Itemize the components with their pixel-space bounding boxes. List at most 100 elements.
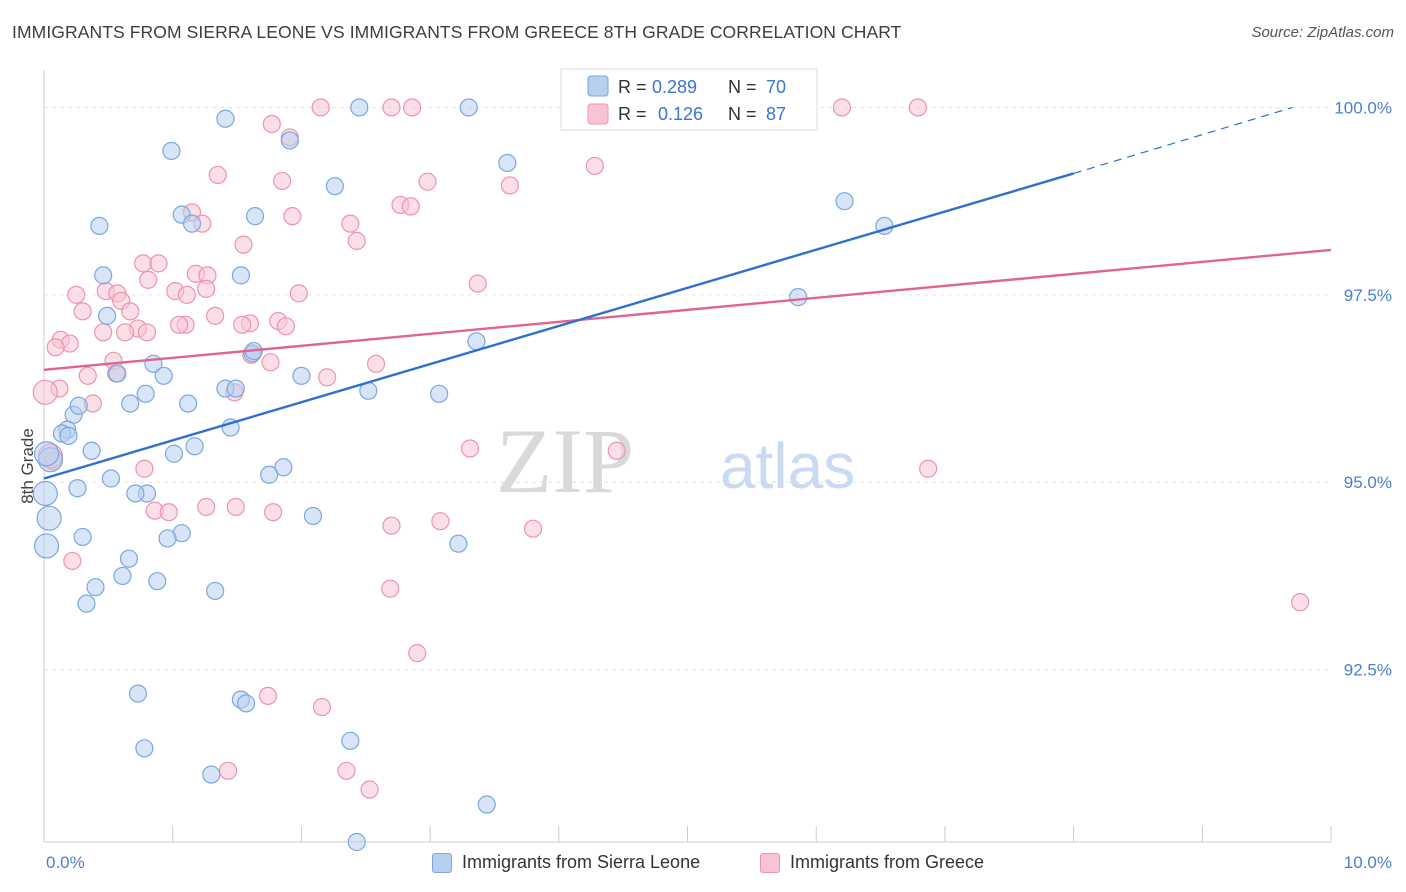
point-greece [460, 439, 480, 458]
point-greece [226, 497, 245, 517]
point-sierra-leone [32, 480, 58, 507]
point-sierra-leone [97, 306, 117, 325]
point-sierra-leone [182, 214, 202, 233]
x-tick-label-max: 10.0% [1344, 853, 1392, 872]
point-sierra-leone [101, 469, 121, 488]
point-greece [234, 235, 253, 254]
point-greece [431, 512, 450, 531]
point-greece [318, 368, 337, 387]
point-greece [139, 270, 158, 289]
point-greece [258, 686, 278, 705]
point-greece [67, 285, 86, 304]
point-greece [63, 551, 82, 571]
legend-n-value-1: 70 [766, 77, 786, 97]
point-sierra-leone [82, 441, 101, 460]
point-sierra-leone [231, 266, 251, 285]
point-sierra-leone [33, 441, 60, 467]
point-sierra-leone [350, 98, 369, 117]
point-sierra-leone [121, 394, 140, 413]
point-sierra-leone [835, 192, 854, 211]
point-greece [382, 98, 401, 117]
point-sierra-leone [347, 832, 366, 852]
point-sierra-leone [77, 594, 96, 613]
point-greece [159, 503, 178, 522]
point-greece [233, 315, 252, 334]
point-sierra-leone [33, 533, 60, 559]
y-tick-label: 92.5% [1344, 661, 1392, 680]
point-sierra-leone [108, 364, 127, 383]
point-greece [585, 156, 604, 176]
legend-swatch-sierra-leone [587, 75, 609, 97]
y-axis-label: 8th Grade [18, 428, 37, 504]
trend-line-sierra-leone [43, 172, 1074, 480]
point-greece [401, 197, 420, 216]
point-greece [121, 302, 140, 321]
point-greece [283, 207, 302, 226]
point-greece [337, 761, 356, 780]
legend-swatch-sierra-leone-bottom [432, 852, 452, 873]
point-greece [523, 519, 543, 538]
legend-n-label-2: N = [728, 104, 757, 124]
point-sierra-leone [430, 384, 449, 403]
point-greece [170, 315, 189, 334]
point-sierra-leone [236, 694, 256, 713]
point-greece [832, 98, 852, 117]
point-greece [468, 274, 487, 293]
point-sierra-leone [162, 141, 181, 161]
source-credit: Source: ZipAtlas.com [1251, 24, 1394, 41]
point-sierra-leone [292, 366, 311, 385]
point-greece [289, 284, 308, 303]
point-sierra-leone [303, 506, 323, 526]
point-sierra-leone [789, 288, 808, 307]
point-sierra-leone [202, 765, 221, 784]
point-sierra-leone [154, 366, 173, 385]
series-legend: Immigrants from Sierra Leone Immigrants … [0, 852, 1406, 878]
point-sierra-leone [68, 479, 87, 498]
point-sierra-leone [94, 266, 113, 285]
point-sierra-leone [260, 465, 279, 484]
point-greece [919, 459, 938, 478]
point-sierra-leone [113, 566, 132, 586]
point-sierra-leone [498, 153, 517, 173]
legend-swatch-greece-bottom [760, 852, 780, 873]
point-sierra-leone [69, 396, 88, 415]
point-greece [135, 459, 154, 478]
chart-title: IMMIGRANTS FROM SIERRA LEONE VS IMMIGRAN… [12, 22, 902, 42]
point-greece [366, 354, 386, 373]
legend-label-greece: Immigrants from Greece [790, 852, 985, 872]
point-greece [382, 516, 401, 535]
point-greece [197, 497, 216, 517]
point-sierra-leone [135, 739, 154, 758]
point-greece [208, 165, 227, 185]
watermark-atlas: atlas [720, 430, 855, 502]
point-greece [149, 254, 168, 273]
point-sierra-leone [274, 458, 293, 477]
trend-lines [43, 106, 1332, 480]
legend-label-sierra-leone: Immigrants from Sierra Leone [462, 852, 701, 872]
point-sierra-leone [128, 684, 148, 703]
legend-r-label-1: R = [618, 77, 647, 97]
legend-r-label-2: R = [618, 104, 647, 124]
x-tick-label-min: 0.0% [46, 853, 85, 872]
stats-legend: R = 0.289 N = 70 R = 0.126 N = 87 [560, 68, 818, 131]
point-greece [32, 379, 58, 405]
point-greece [408, 644, 427, 663]
point-greece [500, 176, 519, 195]
point-greece [276, 317, 296, 336]
trend-line-greece [43, 248, 1332, 372]
point-greece [418, 172, 437, 191]
point-sierra-leone [449, 534, 468, 553]
legend-swatch-greece [587, 103, 609, 125]
point-greece [263, 503, 283, 522]
point-sierra-leone [36, 505, 62, 531]
point-greece [1291, 593, 1310, 612]
point-greece [197, 279, 216, 298]
y-tick-label: 97.5% [1344, 286, 1392, 305]
point-sierra-leone [119, 549, 139, 568]
legend-r-value-2: 0.126 [658, 104, 703, 124]
point-sierra-leone [459, 98, 478, 117]
point-sierra-leone [325, 177, 344, 196]
point-greece [46, 338, 65, 357]
point-sierra-leone [148, 572, 167, 591]
